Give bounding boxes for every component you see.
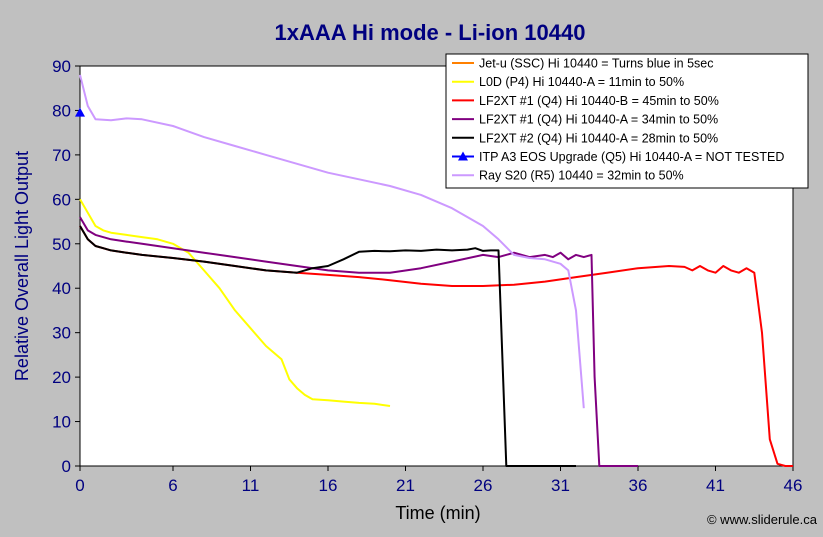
x-tick-label: 41: [706, 476, 725, 495]
legend-label: L0D (P4) Hi 10440-A = 11min to 50%: [479, 75, 684, 89]
x-tick-label: 16: [319, 476, 338, 495]
x-tick-label: 0: [75, 476, 84, 495]
legend-marker: [458, 151, 468, 161]
y-tick-label: 10: [52, 413, 71, 432]
y-tick-label: 80: [52, 101, 71, 120]
series-line-1: [79, 198, 391, 407]
y-tick-label: 30: [52, 324, 71, 343]
chart-title: 1xAAA Hi mode - Li-ion 10440: [275, 20, 586, 45]
x-tick-label: 31: [551, 476, 570, 495]
y-tick-label: 70: [52, 146, 71, 165]
x-tick-label: 36: [629, 476, 648, 495]
legend-label: Jet-u (SSC) Hi 10440 = Turns blue in 5se…: [479, 57, 714, 71]
legend-label: LF2XT #1 (Q4) Hi 10440-A = 34min to 50%: [479, 113, 718, 127]
legend-label: Ray S20 (R5) 10440 = 32min to 50%: [479, 169, 684, 183]
x-tick-label: 46: [784, 476, 803, 495]
credit-text: © www.sliderule.ca: [707, 512, 818, 527]
legend-label: LF2XT #2 (Q4) Hi 10440-A = 28min to 50%: [479, 131, 718, 145]
legend-label: LF2XT #1 (Q4) Hi 10440-B = 45min to 50%: [479, 94, 719, 108]
y-axis-label: Relative Overall Light Output: [12, 151, 32, 381]
legend: Jet-u (SSC) Hi 10440 = Turns blue in 5se…: [445, 53, 809, 189]
x-axis: 0 6 11 16 21 26 31 36 41 46: [75, 466, 802, 495]
series-layer: [75, 74, 793, 467]
series-line-6: [79, 74, 585, 409]
y-tick-label: 0: [62, 457, 71, 476]
y-tick-label: 50: [52, 235, 71, 254]
y-tick-label: 20: [52, 368, 71, 387]
x-axis-label: Time (min): [395, 503, 480, 523]
y-tick-label: 90: [52, 57, 71, 76]
legend-label: ITP A3 EOS Upgrade (Q5) Hi 10440-A = NOT…: [479, 150, 784, 164]
x-tick-label: 26: [474, 476, 493, 495]
y-tick-label: 60: [52, 190, 71, 209]
x-tick-label: 21: [396, 476, 415, 495]
y-tick-label: 40: [52, 279, 71, 298]
series-line-3: [79, 216, 638, 467]
x-tick-label: 11: [242, 476, 260, 495]
legend-box: [445, 53, 809, 189]
y-axis: 0 10 20 30 40 50 60 70 80 90: [52, 57, 80, 476]
x-tick-label: 6: [168, 476, 177, 495]
series-line-4: [79, 225, 576, 467]
series-marker-5: [75, 107, 85, 117]
